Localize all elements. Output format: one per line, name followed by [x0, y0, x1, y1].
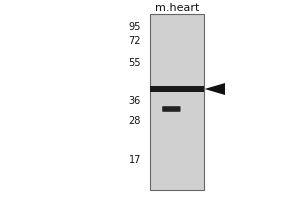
Bar: [150, 86, 204, 92]
Text: 95: 95: [129, 22, 141, 32]
Bar: [150, 14, 204, 190]
Text: 28: 28: [129, 116, 141, 126]
Text: 72: 72: [128, 36, 141, 46]
FancyBboxPatch shape: [162, 106, 181, 112]
Polygon shape: [205, 83, 225, 95]
Text: 55: 55: [128, 58, 141, 68]
Text: 36: 36: [129, 96, 141, 106]
Text: m.heart: m.heart: [155, 3, 199, 13]
Text: 17: 17: [129, 155, 141, 165]
